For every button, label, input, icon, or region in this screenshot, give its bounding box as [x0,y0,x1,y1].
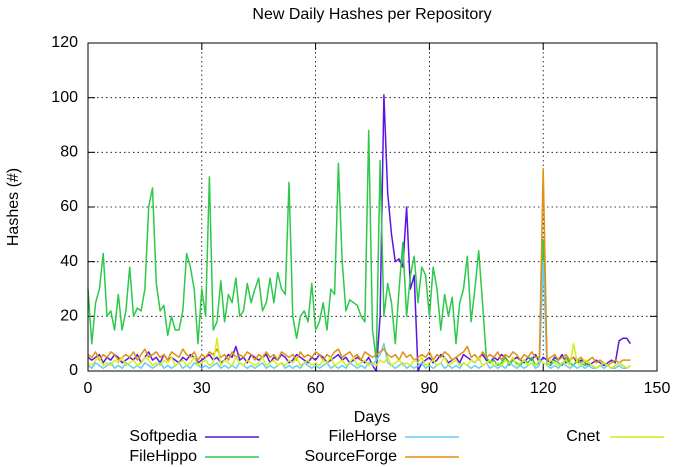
y-tick-label: 120 [51,34,78,51]
y-tick-label: 60 [60,198,78,215]
x-tick-label: 90 [421,380,439,397]
legend-label: SourceForge [305,448,398,465]
series-line [87,260,631,370]
legend-label: FileHorse [329,428,398,445]
x-tick-label: 60 [307,380,325,397]
legend-label: Softpedia [129,428,197,445]
legend-label: FileHippo [129,448,197,465]
legend-label: Cnet [566,428,600,445]
series-line [87,167,631,367]
x-tick-label: 0 [84,380,93,397]
x-tick-label: 30 [193,380,211,397]
y-tick-label: 0 [69,362,78,379]
y-tick-label: 80 [60,144,78,161]
y-tick-label: 20 [60,308,78,325]
y-tick-label: 40 [60,253,78,270]
x-axis-label: Days [354,409,390,426]
chart-title: New Daily Hashes per Repository [252,6,491,23]
y-tick-label: 100 [51,89,78,106]
x-tick-label: 150 [644,380,671,397]
series-line [87,337,631,370]
series-line [87,129,631,370]
x-tick-label: 120 [530,380,557,397]
y-axis-label: Hashes (#) [5,168,22,246]
plot-frame [87,42,658,372]
